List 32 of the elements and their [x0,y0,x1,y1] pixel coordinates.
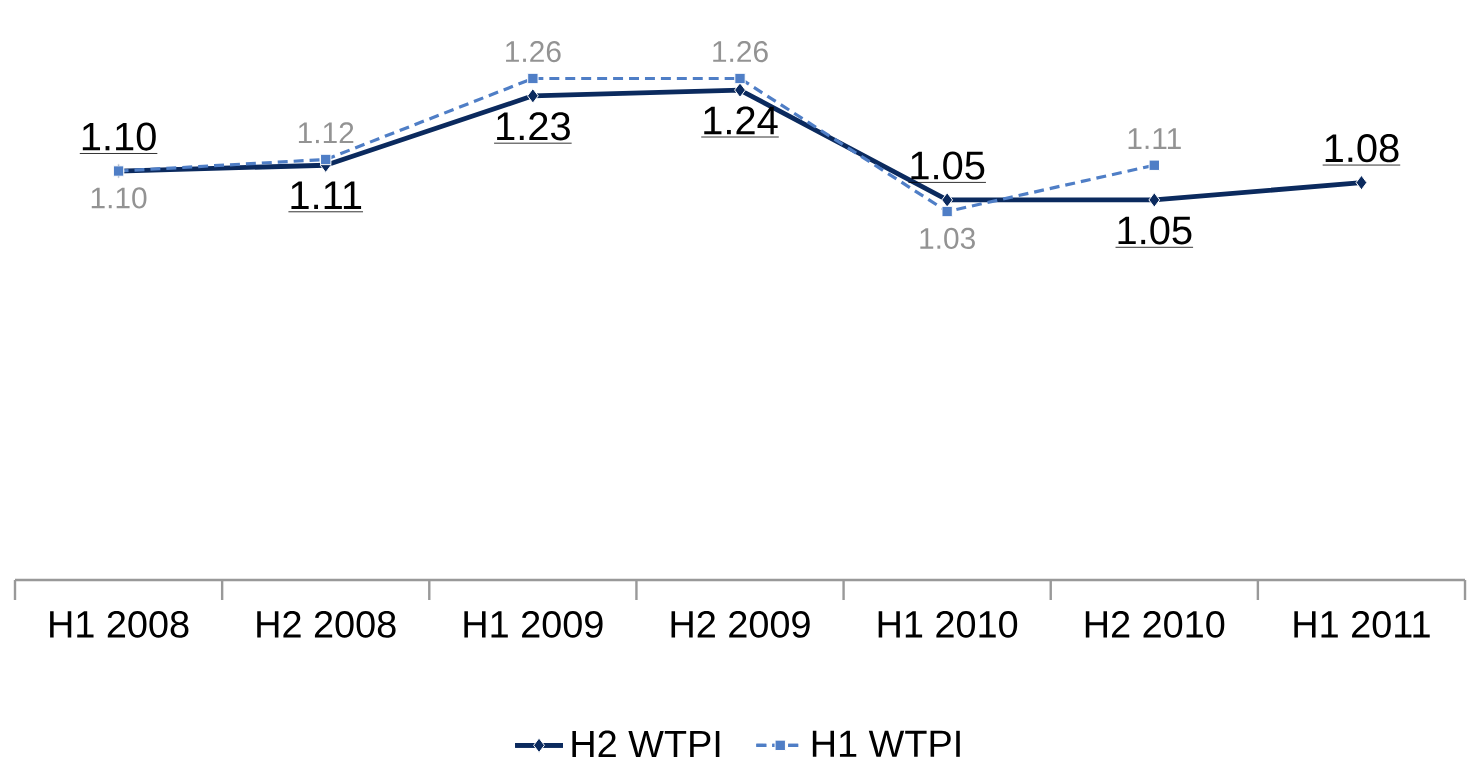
data-label: 1.11 [1128,128,1181,149]
data-label: 1.05 [1118,216,1192,245]
point [1148,192,1161,208]
legend-label: H2 WTPI [572,730,720,758]
data-label: 1.12 [298,122,354,144]
point [320,153,332,166]
data-label: 1.10 [91,187,147,209]
data-label: 1.08 [1325,134,1399,163]
point [734,72,746,85]
x-tick-label: H1 2010 [878,610,1018,638]
point [526,88,539,104]
data-label: 1.03 [920,227,975,249]
x-tick-label: H1 2009 [464,610,603,638]
data-label: 1.11 [291,181,362,209]
data-label: 1.05 [911,151,985,180]
point [527,72,539,85]
point [941,192,954,208]
point [941,205,953,218]
x-tick-label: H2 2010 [1085,610,1225,638]
x-tick-label: H1 2008 [50,610,189,638]
data-label: 1.24 [704,106,778,135]
data-label: 1.26 [713,40,768,63]
point [1355,174,1368,191]
point [1148,159,1160,171]
point [734,82,746,98]
data-label: 1.10 [82,122,156,151]
data-label: 1.26 [506,40,561,63]
data-label: 1.23 [497,112,570,141]
legend-label: H1 WTPI [812,730,960,757]
x-tick-label: H1 2011 [1294,610,1430,638]
x-tick-label: H2 2009 [671,610,810,638]
x-tick-label: H2 2008 [257,610,396,638]
